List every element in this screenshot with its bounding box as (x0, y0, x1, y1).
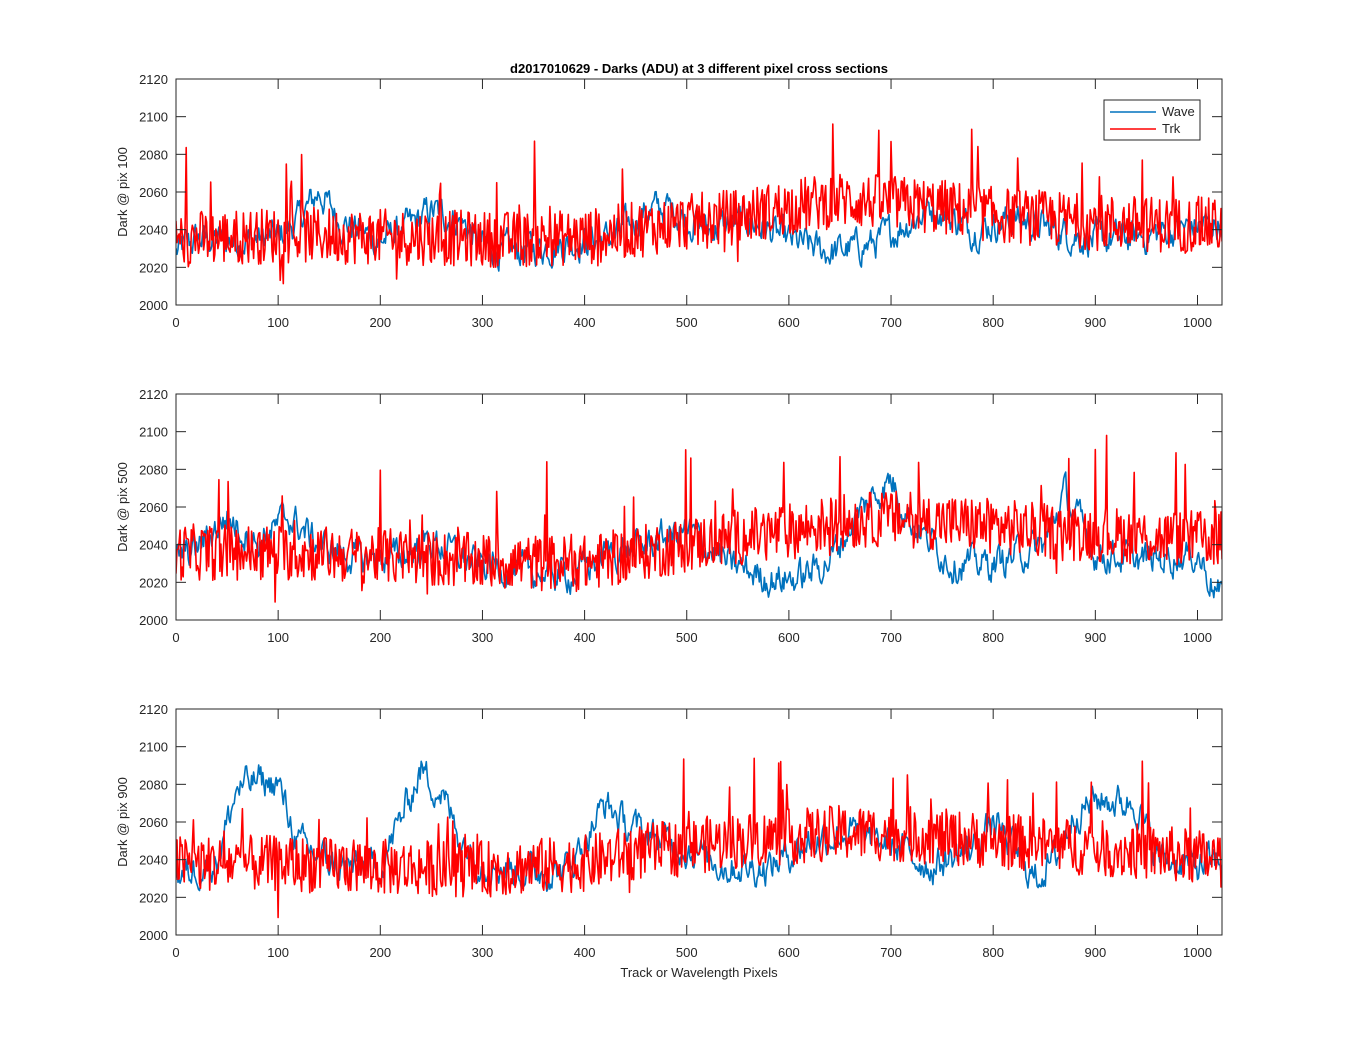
y-axis-label: Dark @ pix 900 (115, 777, 130, 867)
y-tick-label: 2120 (139, 387, 168, 402)
y-tick-label: 2000 (139, 613, 168, 628)
x-tick-label: 700 (880, 315, 902, 330)
x-tick-label: 900 (1084, 630, 1106, 645)
x-tick-label: 600 (778, 945, 800, 960)
y-tick-label: 2000 (139, 298, 168, 313)
y-tick-label: 2100 (139, 425, 168, 440)
y-tick-label: 2040 (139, 853, 168, 868)
plot-area (176, 709, 1222, 935)
x-tick-label: 400 (574, 630, 596, 645)
x-tick-label: 300 (472, 630, 494, 645)
panel-1: 0 100 200 300 400 500 600 700 800 900 1000 2000 2020… (115, 72, 1223, 330)
x-tick-label: 600 (778, 630, 800, 645)
x-tick-label: 200 (369, 630, 391, 645)
y-tick-label: 2060 (139, 500, 168, 515)
legend-box (1103, 99, 1201, 141)
panel-3: 0 100 200 300 400 500 600 700 800 900 1000 2000 2020… (115, 702, 1223, 960)
y-tick-label: 2100 (139, 110, 168, 125)
x-tick-label: 500 (676, 315, 698, 330)
x-tick-label: 0 (172, 945, 179, 960)
series-line-trk (176, 757, 1222, 919)
x-tick-label: 800 (982, 630, 1004, 645)
x-tick-label: 1000 (1183, 630, 1212, 645)
y-axis-label: Dark @ pix 500 (115, 462, 130, 552)
y-tick-label: 2020 (139, 575, 168, 590)
x-tick-label: 0 (172, 630, 179, 645)
series-line-trk (176, 434, 1222, 603)
x-tick-label: 100 (267, 630, 289, 645)
legend-label-wave: Wave (1162, 104, 1195, 119)
x-tick-label: 100 (267, 945, 289, 960)
x-tick-label: 500 (676, 945, 698, 960)
x-axis-label: Track or Wavelength Pixels (620, 965, 778, 980)
x-tick-label: 600 (778, 315, 800, 330)
chart-title: d2017010629 - Darks (ADU) at 3 different… (510, 61, 888, 76)
y-tick-label: 2060 (139, 185, 168, 200)
plot-area (176, 394, 1222, 620)
y-tick-label: 2040 (139, 538, 168, 553)
panels: 0 100 200 300 400 500 600 700 800 900 100020002020… (115, 72, 1223, 960)
y-axis-label: Dark @ pix 100 (115, 147, 130, 237)
x-tick-label: 400 (574, 315, 596, 330)
y-tick-label: 2120 (139, 72, 168, 87)
x-tick-label: 1000 (1183, 315, 1212, 330)
panel-2: 0 100 200 300 400 500 600 700 800 900 1000 2000 2020… (115, 387, 1223, 645)
x-tick-label: 100 (267, 315, 289, 330)
x-tick-label: 800 (982, 315, 1004, 330)
x-tick-label: 300 (472, 315, 494, 330)
x-tick-label: 800 (982, 945, 1004, 960)
x-tick-label: 400 (574, 945, 596, 960)
y-tick-label: 2120 (139, 702, 168, 717)
y-tick-label: 2060 (139, 815, 168, 830)
plot-area (176, 79, 1222, 305)
x-tick-label: 700 (880, 630, 902, 645)
x-tick-label: 0 (172, 315, 179, 330)
legend-label-trk: Trk (1162, 121, 1181, 136)
y-tick-label: 2080 (139, 147, 168, 162)
y-tick-label: 2080 (139, 462, 168, 477)
x-tick-label: 300 (472, 945, 494, 960)
x-tick-label: 1000 (1183, 945, 1212, 960)
series-line-trk (176, 123, 1222, 285)
x-tick-label: 900 (1084, 945, 1106, 960)
series-line-wave (176, 471, 1222, 599)
y-tick-label: 2100 (139, 740, 168, 755)
x-tick-label: 200 (369, 315, 391, 330)
x-tick-label: 900 (1084, 315, 1106, 330)
x-tick-label: 500 (676, 630, 698, 645)
y-tick-label: 2020 (139, 260, 168, 275)
y-tick-label: 2000 (139, 928, 168, 943)
y-tick-label: 2080 (139, 777, 168, 792)
y-tick-label: 2020 (139, 890, 168, 905)
legend: Wave Trk (1103, 99, 1201, 141)
y-tick-label: 2040 (139, 223, 168, 238)
x-tick-label: 200 (369, 945, 391, 960)
x-tick-label: 700 (880, 945, 902, 960)
